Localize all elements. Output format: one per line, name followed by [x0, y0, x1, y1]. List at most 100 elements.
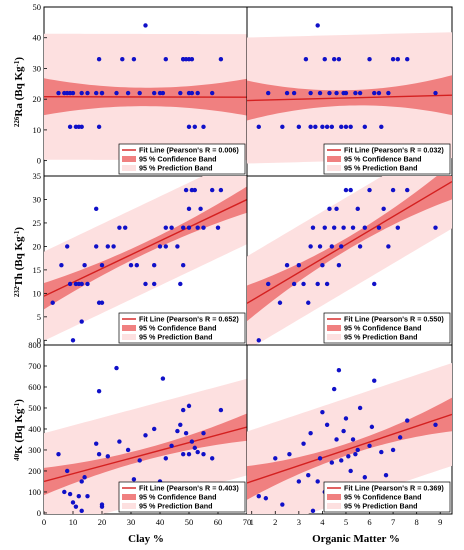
panel-2-2-data-point: [372, 281, 377, 287]
panel-1-1-data-point: [85, 90, 90, 96]
panel-3-1-data-point: [210, 456, 215, 461]
panel-1-1-legend: Fit Line (Pearson's R = 0.006)95 % Confi…: [118, 143, 246, 175]
panel-3-1-fit-line: [44, 426, 247, 483]
panel-3-1-data-point: [201, 451, 206, 457]
panel-2-1-data-point: [50, 300, 55, 305]
panel-1-1-data-point: [79, 90, 84, 96]
panel-3-2-data-point: [353, 451, 358, 457]
panel-1-1-data-point: [114, 90, 119, 96]
panel-3-2-data-point: [339, 458, 344, 463]
panel-3-1-data-point: [96, 388, 102, 394]
panel-1-2-data-point: [327, 90, 332, 96]
panel-1-2-legend: Fit Line (Pearson's R = 0.032)95 % Confi…: [323, 143, 451, 175]
panel-3-1-data-point: [76, 493, 82, 499]
panel-2-1-legend-confidence-swatch: [122, 325, 136, 331]
panel-2-1-legend-prediction-swatch: [122, 334, 136, 340]
panel-1-1-legend-prediction-label: 95 % Prediction Band: [139, 164, 213, 173]
panel-3-2-data-point: [310, 508, 316, 514]
panel-1-1-legend-fit-label: Fit Line (Pearson's R = 0.006): [139, 146, 239, 155]
panel-3-1-data-point: [96, 451, 102, 457]
panel-2-1-data-point: [181, 225, 186, 230]
panel-3-1-x-tick-label: 60: [214, 517, 223, 527]
panel-2-1-data-point: [117, 225, 122, 230]
panel-2-2-data-point: [339, 244, 344, 249]
panel-1-1-y-tick-label: 20: [33, 94, 42, 104]
panel-2-1-data-point: [178, 281, 183, 287]
panel-3-1-x-tick-label: 50: [185, 517, 194, 527]
panel-2-1-data-point: [105, 244, 111, 249]
panel-1-2-plot-content: [247, 23, 452, 164]
panel-3-2-x-tick-label: 3: [297, 517, 301, 527]
panel-3-2-data-point: [296, 479, 302, 484]
panel-3-2-prediction-band: [247, 363, 452, 514]
panel-3-2-legend-confidence-label: 95 % Confidence Band: [344, 493, 421, 502]
panel-1-1-data-point: [160, 90, 166, 96]
panel-3-1-y-tick-label: 500: [28, 403, 41, 413]
panel-2-1-data-point: [94, 244, 99, 249]
panel-2-1-legend-fit-label: Fit Line (Pearson's R = 0.652): [139, 315, 239, 324]
panel-2-1-data-point: [152, 281, 157, 287]
panel-2-1-data-point: [175, 244, 180, 249]
panel-2-1-data-point: [134, 262, 139, 268]
panel-1-1-legend-confidence-label: 95 % Confidence Band: [139, 155, 216, 164]
panel-1-2-data-point: [256, 124, 261, 130]
panel-3-2-data-point: [256, 493, 261, 499]
panel-2-1-data-point: [99, 262, 105, 268]
panel-2-1-fit-line: [44, 198, 247, 297]
panel-2-1-y-tick-label: 15: [33, 265, 42, 275]
panel-2-1-data-point: [186, 225, 192, 230]
panel-2-1-plot-content: [44, 176, 247, 343]
panel-2-1-data-point: [143, 281, 148, 287]
panel-1-1-data-point: [195, 90, 200, 96]
panel-1-2-data-point: [386, 90, 391, 96]
panel-1-2-legend-confidence-swatch: [327, 156, 341, 162]
panel-2-2-data-point: [348, 187, 353, 193]
panel-3-2-data-point: [334, 437, 339, 442]
panel-3-1-y-tick-label: 0: [37, 508, 41, 518]
panel-1-2-data-point: [284, 90, 290, 96]
panel-2-1-data-point: [218, 187, 224, 193]
panel-3-2-data-point: [320, 409, 325, 415]
panel-1-2-data-point: [331, 57, 337, 62]
panel-3-2-data-point: [350, 437, 356, 442]
panel-1-1-y-tick-label: 40: [33, 33, 42, 43]
panel-1-2-data-point: [315, 23, 320, 28]
panel-1-2-legend-prediction-label: 95 % Prediction Band: [344, 164, 418, 173]
panel-3-2-data-point: [280, 502, 285, 507]
panel-2-1-y-tick-label: 30: [33, 194, 42, 204]
panel-2-1-data-point: [195, 225, 200, 230]
panel-3-1-legend-confidence-swatch: [122, 494, 136, 500]
panel-3-2-legend-box: [323, 481, 451, 513]
panel-2-2-data-point: [381, 206, 386, 212]
panel-2-2-data-point: [341, 225, 346, 230]
panel-1-1-plot-content: [44, 23, 247, 161]
panel-3-1-y-tick-label: 300: [28, 445, 41, 455]
panel-3-1-data-point: [82, 475, 87, 480]
panel-2-1-data-point: [210, 187, 215, 193]
panel-1-2-data-point: [336, 57, 342, 62]
panel-2-1-y-tick-label: 5: [37, 312, 41, 322]
panel-3-1-x-tick-label: 40: [156, 517, 165, 527]
panel-2-2-legend-confidence-swatch: [327, 325, 341, 331]
panel-1-1-data-point: [79, 124, 84, 130]
panel-1-1-data-point: [56, 90, 61, 96]
panel-3-1-data-point: [56, 451, 61, 457]
panel-3-1-data-point: [195, 449, 200, 455]
panel-3-1-data-point: [117, 439, 122, 444]
panel-2-2-legend: Fit Line (Pearson's R = 0.550)95 % Confi…: [323, 312, 451, 344]
panel-1-1-data-point: [96, 57, 102, 62]
panel-1-1-data-point: [163, 57, 168, 62]
panel-3-1-data-point: [186, 403, 192, 409]
panel-3-1-legend-fit-label: Fit Line (Pearson's R = 0.403): [139, 484, 239, 493]
panel-3-1-data-point: [181, 407, 186, 413]
panel-3-2-data-point: [324, 422, 330, 427]
panel-3-1-y-tick-label: 100: [28, 487, 41, 497]
panel-3-2-data-point: [433, 422, 438, 427]
panel-2-1-data-point: [123, 225, 128, 230]
panel-2-2-data-point: [317, 244, 323, 249]
panel-1-2-data-point: [280, 124, 285, 130]
panel-3-1-data-point: [73, 504, 79, 509]
panel-2-2-data-point: [310, 225, 316, 230]
panel-1-1-y-tick-label: 50: [33, 2, 42, 12]
